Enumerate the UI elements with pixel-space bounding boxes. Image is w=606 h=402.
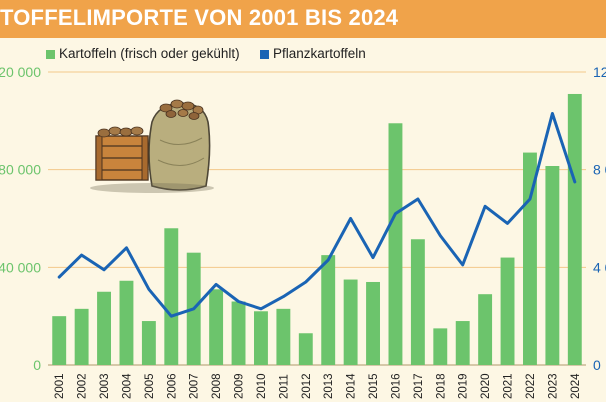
bar xyxy=(254,311,268,365)
x-tick-label: 2020 xyxy=(480,373,492,399)
x-tick-label: 2009 xyxy=(234,373,246,399)
bar xyxy=(433,328,448,365)
bar xyxy=(410,239,425,365)
x-tick-label: 2019 xyxy=(458,373,470,399)
bar xyxy=(388,123,403,366)
bar xyxy=(164,228,179,365)
x-tick-label: 2003 xyxy=(99,373,111,399)
potato-crate-icon xyxy=(90,99,214,193)
bar xyxy=(209,289,224,365)
bar xyxy=(119,280,134,365)
x-tick-label: 2006 xyxy=(166,373,178,399)
bar xyxy=(500,257,515,365)
bar xyxy=(366,281,380,365)
legend-item-kartoffeln: Kartoffeln (frisch oder gekühlt) xyxy=(46,46,240,61)
bar xyxy=(298,333,313,365)
x-tick-label: 2013 xyxy=(323,373,335,399)
right-tick-label: 0 xyxy=(593,357,601,373)
left-tick-label: 120 000 xyxy=(0,64,41,80)
x-tick-label: 2016 xyxy=(390,373,402,399)
title-bar: TOFFELIMPORTE VON 2001 BIS 2024 xyxy=(0,0,606,38)
x-tick-label: 2017 xyxy=(413,373,425,399)
x-axis: 2001 2002 2003 2004 2005 2006 2007 2008 2009 2010… xyxy=(54,373,582,399)
bar xyxy=(343,279,358,365)
x-tick-label: 2010 xyxy=(256,373,268,399)
x-tick-label: 2011 xyxy=(278,374,290,399)
bar xyxy=(141,321,156,365)
bar xyxy=(478,294,493,365)
right-tick-label: 8 0 xyxy=(593,162,606,178)
bar xyxy=(276,308,291,365)
bar-series xyxy=(52,93,582,366)
chart-title: TOFFELIMPORTE VON 2001 BIS 2024 xyxy=(0,5,399,30)
x-tick-label: 2014 xyxy=(346,373,358,399)
x-tick-label: 2021 xyxy=(503,373,515,399)
legend-label-kartoffeln: Kartoffeln (frisch oder gekühlt) xyxy=(59,46,240,61)
x-tick-label: 2001 xyxy=(54,373,66,399)
legend-item-pflanzkartoffeln: Pflanzkartoffeln xyxy=(260,46,366,61)
x-tick-label: 2002 xyxy=(77,373,89,399)
bar xyxy=(567,93,582,365)
line-path xyxy=(57,112,577,318)
x-tick-label: 2007 xyxy=(189,373,201,399)
left-tick-label: 40 000 xyxy=(0,259,41,275)
bar xyxy=(545,166,560,365)
bar xyxy=(455,321,470,365)
legend-label-pflanzkartoffeln: Pflanzkartoffeln xyxy=(273,46,366,61)
bar xyxy=(231,301,246,365)
right-axis: 0 4 0 8 0 12 xyxy=(593,64,606,373)
bar xyxy=(52,316,67,365)
x-tick-label: 2018 xyxy=(435,373,447,399)
x-tick-label: 2024 xyxy=(570,373,582,399)
line-series xyxy=(57,112,577,318)
left-axis: 0 40 000 80 000 120 000 xyxy=(0,64,41,373)
bar xyxy=(74,308,89,365)
left-tick-label: 80 000 xyxy=(0,162,41,178)
x-tick-label: 2015 xyxy=(368,373,380,399)
x-tick-label: 2008 xyxy=(211,373,223,399)
x-tick-label: 2022 xyxy=(525,373,537,399)
legend-bar-swatch xyxy=(46,49,55,59)
left-tick-label: 0 xyxy=(33,357,41,373)
bar xyxy=(321,255,336,365)
x-tick-label: 2023 xyxy=(547,373,559,399)
bar xyxy=(523,152,537,365)
legend-line-swatch xyxy=(260,49,269,59)
right-tick-label: 4 0 xyxy=(593,259,606,275)
legend: Kartoffeln (frisch oder gekühlt) Pflanzk… xyxy=(0,44,606,68)
right-tick-label: 12 xyxy=(593,64,606,80)
x-tick-label: 2012 xyxy=(301,373,313,399)
x-tick-label: 2005 xyxy=(144,373,156,399)
x-tick-label: 2004 xyxy=(121,373,133,399)
bar xyxy=(97,291,111,365)
